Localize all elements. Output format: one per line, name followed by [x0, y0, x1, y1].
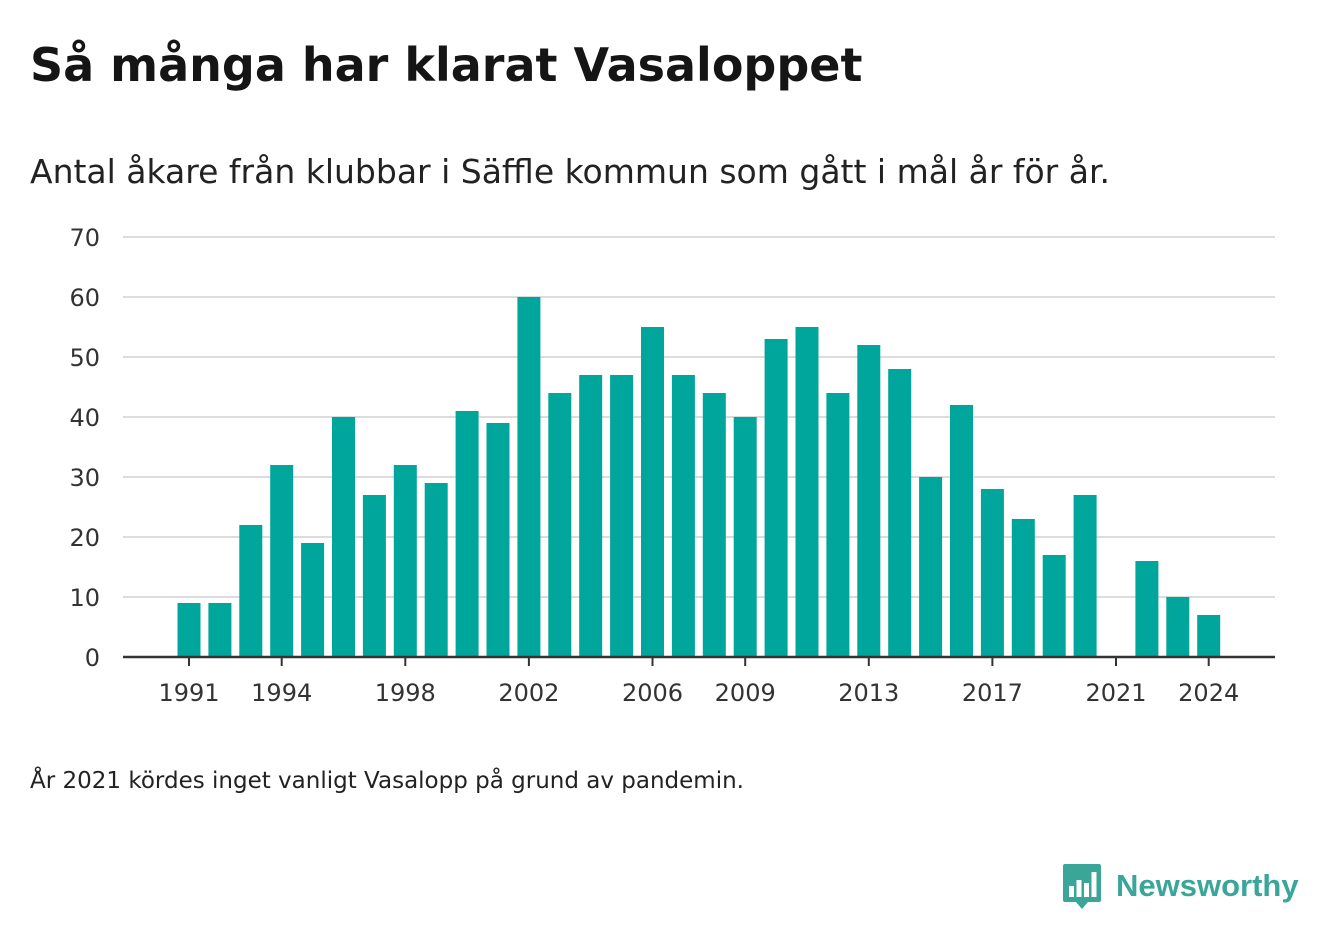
bar-2009	[733, 417, 757, 657]
x-tick-label: 2017	[962, 679, 1023, 707]
bar-1992	[208, 603, 232, 657]
bar-2004	[579, 375, 603, 657]
y-tick-label: 0	[85, 644, 100, 672]
bar-2018	[1011, 519, 1035, 657]
chart-subtitle: Antal åkare från klubbar i Säffle kommun…	[30, 152, 1110, 191]
brand-logo: Newsworthy	[1062, 862, 1299, 910]
bar-1997	[362, 495, 386, 657]
bar-2001	[486, 423, 510, 657]
bar-2012	[826, 393, 850, 657]
y-tick-label: 50	[69, 344, 100, 372]
y-tick-label: 30	[69, 464, 100, 492]
bar-2011	[795, 327, 819, 657]
bar-1999	[424, 483, 448, 657]
x-tick-label: 2021	[1085, 679, 1146, 707]
bar-2006	[641, 327, 664, 657]
bar-1993	[239, 525, 263, 657]
bar-2003	[548, 393, 572, 657]
brand-name: Newsworthy	[1116, 868, 1299, 903]
bar-2017	[980, 489, 1004, 657]
bar-2002	[517, 297, 541, 657]
bars	[177, 297, 1221, 657]
gridlines	[123, 236, 1275, 598]
bar-2000	[455, 411, 479, 657]
x-tick-label: 2009	[715, 679, 776, 707]
x-tick-label: 2002	[498, 679, 559, 707]
bar-1994	[270, 465, 294, 657]
bar-1991	[177, 603, 201, 657]
bar-chart-speech-bubble-icon	[1063, 864, 1101, 909]
bar-2013	[857, 345, 881, 657]
bar-2019	[1042, 555, 1066, 657]
y-tick-label: 70	[69, 224, 100, 252]
y-axis-labels: 0 10 20 30 40 50 60 70	[69, 224, 100, 672]
y-tick-label: 60	[69, 284, 100, 312]
bar-2008	[702, 393, 726, 657]
bar-2007	[671, 375, 695, 657]
x-tick-label: 2013	[838, 679, 899, 707]
y-tick-label: 10	[69, 584, 100, 612]
bar-1995	[301, 543, 325, 657]
footnote: År 2021 kördes inget vanligt Vasalopp på…	[30, 768, 744, 794]
x-tick-label: 1998	[375, 679, 436, 707]
x-tick-label: 2006	[622, 679, 683, 707]
bar-2022	[1135, 561, 1159, 657]
bar-1996	[332, 417, 355, 657]
x-axis: 1991 1994 1998 2002 2006 2009 2013 2017 2021 2024	[123, 655, 1275, 707]
x-tick-label: 2024	[1178, 679, 1239, 707]
bar-2015	[919, 477, 943, 657]
y-tick-label: 40	[69, 404, 100, 432]
bar-2023	[1166, 597, 1190, 657]
bar-chart: 0 10 20 30 40 50 60 70 1991 1994 1998 2002 2006 2009…	[69, 224, 1275, 707]
x-tick-label: 1991	[158, 679, 219, 707]
bar-2024	[1197, 615, 1221, 657]
x-tick-label: 1994	[251, 679, 312, 707]
chart-title: Så många har klarat Vasaloppet	[30, 38, 863, 92]
bar-2014	[888, 369, 912, 657]
bar-2016	[950, 405, 973, 657]
y-tick-label: 20	[69, 524, 100, 552]
bar-2010	[764, 339, 788, 657]
bar-1998	[393, 465, 417, 657]
bar-2020	[1073, 495, 1097, 657]
bar-2005	[610, 375, 634, 657]
